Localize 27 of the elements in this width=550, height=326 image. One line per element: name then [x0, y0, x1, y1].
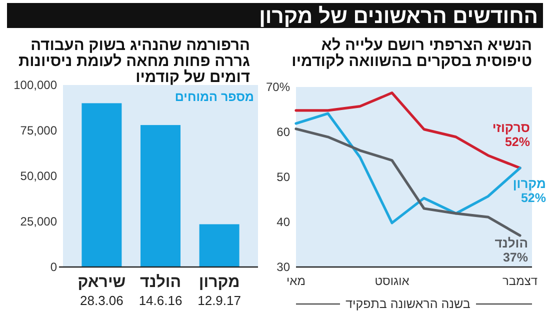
- y-tick-label: 40: [276, 215, 290, 229]
- x-tick-label: אוגוסט: [374, 274, 410, 288]
- y-tick-label: 25,000: [20, 214, 58, 228]
- data-label: 37%: [502, 250, 528, 264]
- x-tick-label: מאי: [286, 274, 306, 288]
- chart-title: החודשים הראשונים של מקרון: [259, 5, 538, 28]
- data-label: 52%: [520, 191, 546, 205]
- y-tick-label: 60: [276, 125, 290, 139]
- data-label: 52%: [504, 135, 530, 149]
- y-tick-label: 100,000: [14, 78, 58, 92]
- series-label: מספר המוחים: [174, 90, 254, 104]
- y-tick-label: 50,000: [20, 169, 58, 183]
- y-tick-label: 0: [50, 260, 58, 274]
- bar: [199, 224, 240, 267]
- bar: [140, 125, 180, 267]
- y-tick-label: 30: [276, 260, 290, 274]
- bar: [82, 103, 122, 267]
- series-label: מקרון: [512, 176, 546, 191]
- header-banner: החודשים הראשונים של מקרון: [7, 3, 543, 28]
- y-tick-label: 75,000: [20, 124, 58, 138]
- y-tick-label: 70%: [266, 80, 290, 94]
- y-tick-label: 50: [276, 170, 290, 184]
- series-label: סרקוזי: [492, 120, 530, 135]
- x-axis-title: בשנה הראשונה בתפקיד: [346, 297, 471, 311]
- chart-subtitle: הנשיא הצרפתי רושם עלייה לא טיפוסית בסקרים בהשוואה לקודמיו: [292, 37, 532, 70]
- x-tick-label: דצמבר: [502, 274, 538, 288]
- series-label: הולנד: [494, 236, 528, 250]
